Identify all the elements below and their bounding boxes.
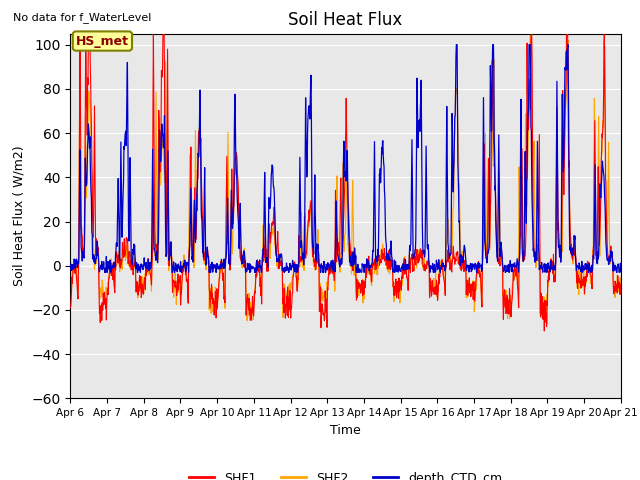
Text: HS_met: HS_met bbox=[76, 35, 129, 48]
Legend: SHF1, SHF2, depth_CTD_cm: SHF1, SHF2, depth_CTD_cm bbox=[184, 467, 508, 480]
X-axis label: Time: Time bbox=[330, 424, 361, 437]
Title: Soil Heat Flux: Soil Heat Flux bbox=[289, 11, 403, 29]
Text: No data for f_WaterLevel: No data for f_WaterLevel bbox=[13, 12, 151, 23]
Y-axis label: Soil Heat Flux ( W/m2): Soil Heat Flux ( W/m2) bbox=[13, 146, 26, 286]
